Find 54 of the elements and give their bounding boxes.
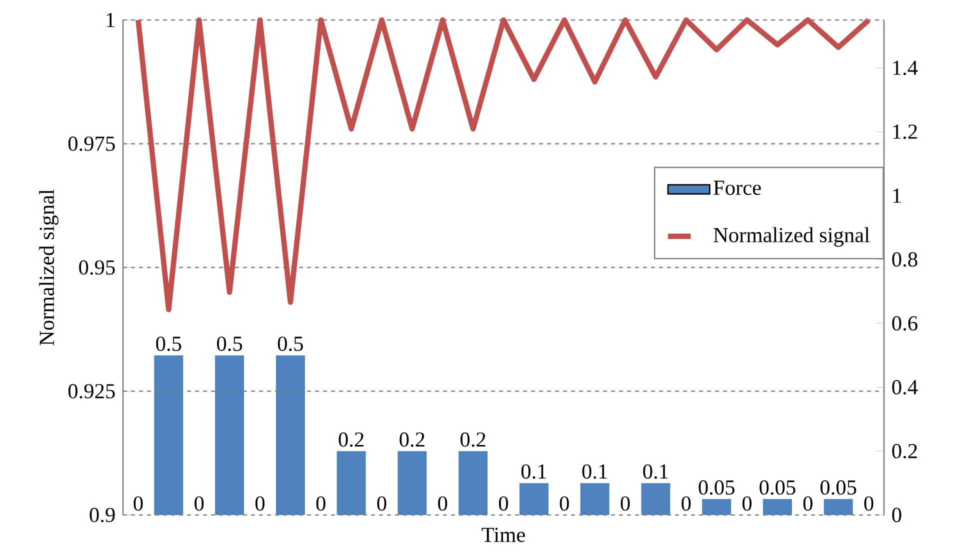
data-label: 0 xyxy=(864,496,874,511)
y-tick-label: 0.925 xyxy=(68,384,115,398)
legend-label: Force xyxy=(714,180,761,195)
y2-tick-label: 1 xyxy=(893,188,901,203)
data-label: 0.05 xyxy=(820,480,856,495)
data-label: 0 xyxy=(194,496,204,511)
x-axis-title: Time xyxy=(482,528,525,542)
y2-tick-label: 0.2 xyxy=(892,444,917,458)
data-label: 0.05 xyxy=(760,480,796,495)
data-label: 0 xyxy=(803,496,812,511)
data-label: 0 xyxy=(377,496,386,511)
data-label: 0.1 xyxy=(521,464,546,479)
bar xyxy=(641,483,670,515)
y-tick-label: 0.95 xyxy=(79,260,115,275)
y2-tick-label: 1.4 xyxy=(893,60,918,76)
data-label: 0.5 xyxy=(217,336,242,352)
bar xyxy=(580,483,610,515)
y2-tick-label: 0.8 xyxy=(892,252,918,267)
y2-tick-label: 1.2 xyxy=(893,124,917,139)
y-tick-label: 0.975 xyxy=(68,136,115,151)
data-label: 0.1 xyxy=(643,464,668,479)
data-label: 0 xyxy=(560,496,569,511)
bar xyxy=(398,451,427,515)
data-label: 0.05 xyxy=(698,480,734,495)
data-label: 0 xyxy=(682,496,691,511)
legend-label: Normalized signal xyxy=(714,227,870,247)
y2-tick-label: 0.6 xyxy=(892,316,918,331)
y2-tick-label: 0 xyxy=(892,508,902,522)
bar xyxy=(824,499,853,515)
y-tick-label: 0.9 xyxy=(90,508,115,522)
data-label: 0.2 xyxy=(338,432,364,447)
data-label: 0 xyxy=(498,496,508,511)
data-label: 0 xyxy=(742,496,752,511)
data-label: 0 xyxy=(134,496,143,511)
y2-tick-label: 0.4 xyxy=(892,380,918,394)
bar xyxy=(154,355,184,515)
bar xyxy=(276,355,305,515)
y-tick-label: 1 xyxy=(106,12,114,28)
data-label: 0 xyxy=(255,496,264,511)
bar xyxy=(336,451,366,515)
bar xyxy=(215,355,244,515)
data-label: 0.5 xyxy=(278,336,303,352)
data-label: 0 xyxy=(438,496,448,511)
data-label: 0 xyxy=(620,496,630,511)
data-label: 0 xyxy=(316,496,326,511)
data-label: 0.2 xyxy=(400,432,424,447)
y-axis-title: Normalized signal xyxy=(39,189,58,346)
data-label: 0.1 xyxy=(582,464,607,479)
bar xyxy=(458,451,488,515)
data-label: 0.2 xyxy=(460,432,486,447)
bar xyxy=(519,483,548,515)
bar xyxy=(762,499,792,515)
bar xyxy=(702,499,732,515)
data-label: 0.5 xyxy=(156,336,182,352)
